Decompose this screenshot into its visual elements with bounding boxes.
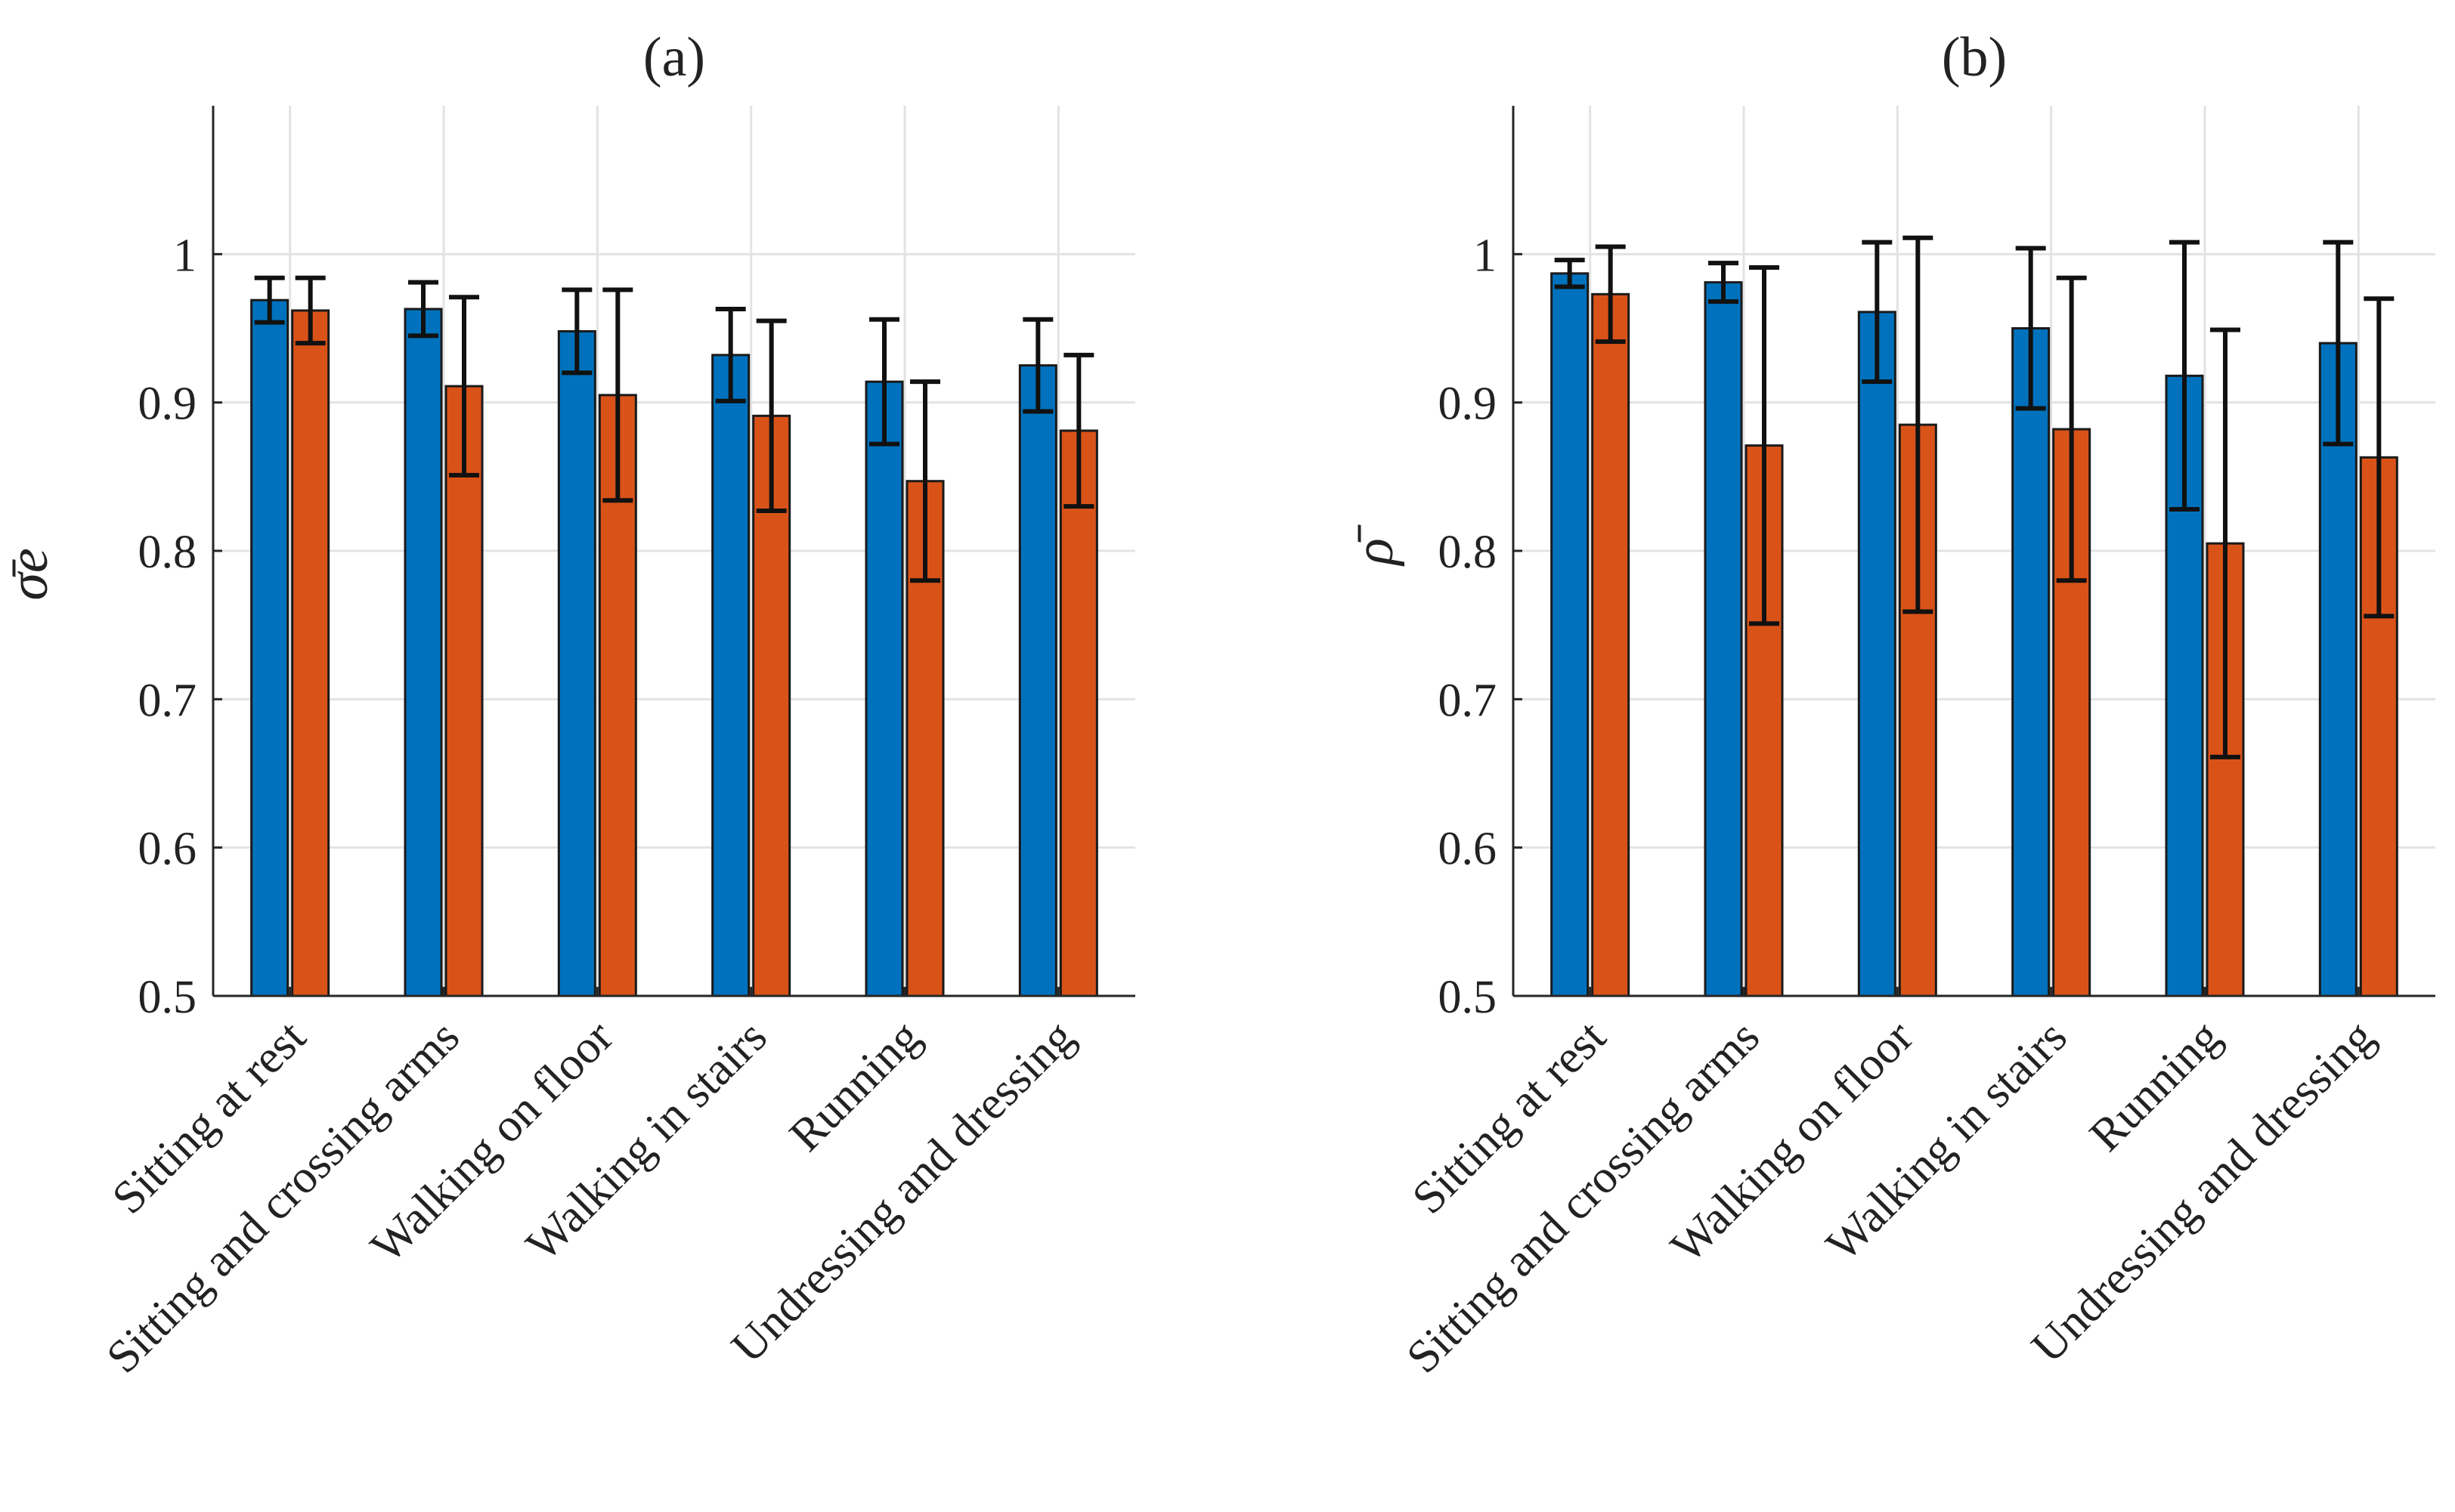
y-tick-label: 0.8 xyxy=(1438,527,1497,578)
y-tick-label: 1 xyxy=(173,230,197,281)
bar-series-1 xyxy=(404,308,443,997)
error-bar xyxy=(2210,327,2240,759)
y-tick-label: 0.7 xyxy=(138,675,197,726)
bar-series-1 xyxy=(1550,272,1590,997)
y-tick-label: 0.5 xyxy=(1438,972,1497,1023)
y-tick-label: 1 xyxy=(1473,230,1497,281)
error-bar xyxy=(2015,246,2046,411)
error-bar xyxy=(1902,235,1933,614)
bar-series-1 xyxy=(2318,342,2357,997)
error-bar xyxy=(1063,352,1094,509)
error-bar xyxy=(1554,258,1585,289)
y-tick-label: 0.7 xyxy=(1438,675,1497,726)
bar-series-1 xyxy=(1857,311,1896,997)
y-tick-label: 0.5 xyxy=(138,972,197,1023)
error-bar xyxy=(715,306,746,404)
error-bar xyxy=(756,318,787,513)
bar-series-1 xyxy=(2011,327,2051,997)
y-axis-label: σ̄e xyxy=(0,548,60,600)
error-bar xyxy=(2364,296,2395,619)
error-bar xyxy=(1862,240,1893,385)
chart-title: (b) xyxy=(1942,26,2007,88)
error-bar xyxy=(254,275,285,325)
error-bar xyxy=(295,275,326,346)
bar-series-1 xyxy=(250,298,289,997)
y-tick-label: 0.9 xyxy=(138,379,197,430)
error-bar xyxy=(2323,240,2354,447)
x-tick-label: Running xyxy=(780,1011,930,1161)
error-bar xyxy=(602,287,633,503)
y-tick-label: 0.8 xyxy=(138,527,197,578)
bar-series-2 xyxy=(444,385,484,997)
y-tick-label: 0.6 xyxy=(138,824,197,875)
bar-series-2 xyxy=(291,309,330,997)
bar-series-1 xyxy=(1018,364,1057,997)
error-bar xyxy=(1749,265,1779,626)
y-axis-label: ρ̄ xyxy=(1343,524,1405,567)
bar-series-2 xyxy=(2052,428,2091,997)
chart-title: (a) xyxy=(643,26,705,88)
error-bar xyxy=(408,280,438,339)
error-bar xyxy=(1708,261,1738,305)
y-tick-label: 0.9 xyxy=(1438,379,1497,430)
error-bar xyxy=(562,287,593,376)
error-bar xyxy=(1595,244,1626,345)
error-bar xyxy=(449,295,479,478)
bar-series-1 xyxy=(1704,281,1743,997)
error-bar xyxy=(869,317,899,447)
bar-series-2 xyxy=(1591,292,1630,997)
error-bar xyxy=(1023,317,1054,414)
bar-series-2 xyxy=(1059,429,1098,997)
error-bar xyxy=(2169,240,2200,512)
error-bar xyxy=(2056,275,2087,583)
bar-series-1 xyxy=(865,380,904,997)
error-bar xyxy=(910,379,940,583)
x-tick-label: Running xyxy=(2080,1011,2231,1161)
bar-series-1 xyxy=(557,329,596,997)
y-tick-label: 0.6 xyxy=(1438,824,1497,875)
bar-series-1 xyxy=(711,354,751,997)
